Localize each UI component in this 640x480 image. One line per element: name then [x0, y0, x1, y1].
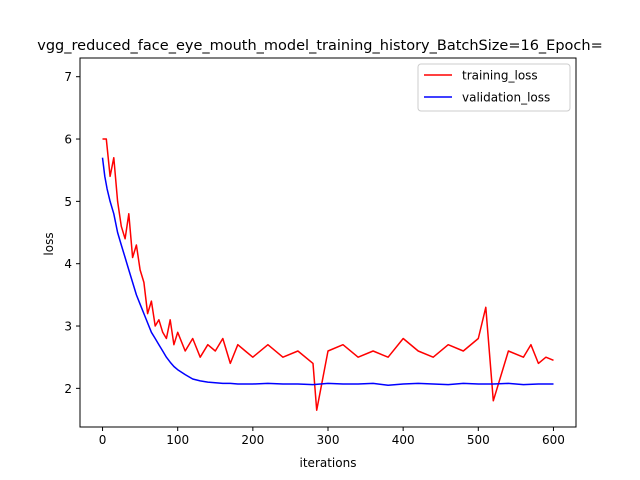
x-axis-label: iterations [300, 456, 357, 470]
x-tick-label: 400 [392, 433, 415, 447]
plot-area: 0 100 200 300 400 500 600 2 3 4 5 6 7 [64, 57, 577, 447]
x-tick-label: 600 [542, 433, 565, 447]
y-tick-label: 2 [64, 382, 72, 396]
legend-label: validation_loss [462, 91, 550, 105]
series-line-training-loss [102, 138, 554, 411]
y-axis-ticks: 2 3 4 5 6 7 [64, 70, 80, 396]
y-tick-label: 4 [64, 257, 72, 271]
legend-label: training_loss [462, 69, 538, 83]
y-axis-label: loss [42, 232, 56, 255]
x-tick-label: 200 [241, 433, 264, 447]
x-tick-label: 0 [99, 433, 107, 447]
y-tick-label: 6 [64, 133, 72, 147]
series-line-validation-loss [101, 157, 554, 386]
legend-box [417, 63, 571, 112]
x-axis-ticks: 0 100 200 300 400 500 600 [99, 427, 565, 447]
x-tick-label: 100 [166, 433, 189, 447]
x-tick-label: 500 [467, 433, 490, 447]
y-tick-label: 3 [64, 320, 72, 334]
y-tick-label: 7 [64, 70, 72, 84]
y-tick-label: 5 [64, 195, 72, 209]
series-layer [101, 138, 554, 411]
legend: training_loss validation_loss [417, 63, 571, 112]
x-tick-label: 300 [317, 433, 340, 447]
chart-title: vgg_reduced_face_eye_mouth_model_trainin… [37, 38, 602, 54]
